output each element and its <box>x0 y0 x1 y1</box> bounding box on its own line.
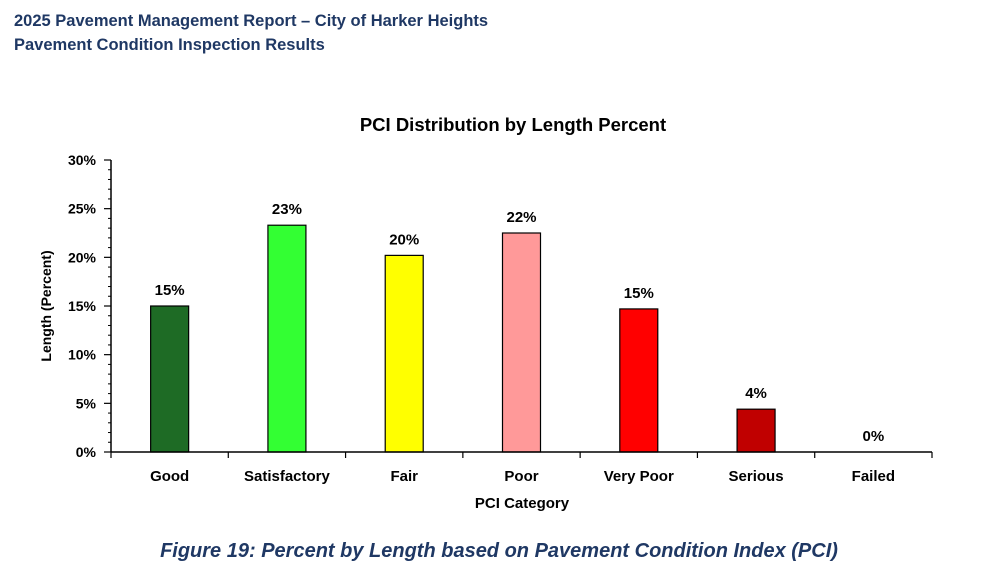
x-axis: Good Satisfactory Fair Poor Very Poor Serious… <box>110 451 933 485</box>
report-title: 2025 Pavement Management Report – City o… <box>14 12 489 30</box>
y-axis-label: Length (Percent) <box>38 250 54 361</box>
bars: 15% 23% 20% 22% 15% 4% 0% <box>150 201 885 453</box>
x-tick-label: Failed <box>852 468 895 485</box>
bar-value-label: 20% <box>389 231 419 248</box>
x-tick-label: Satisfactory <box>244 468 331 485</box>
bar-good <box>150 305 190 453</box>
y-tick-label: 30% <box>68 152 97 168</box>
y-tick-label: 25% <box>68 201 97 217</box>
figure-caption: Figure 19: Percent by Length based on Pa… <box>160 540 838 562</box>
bar-value-label: 15% <box>624 285 654 302</box>
x-tick-label: Good <box>150 468 189 485</box>
y-axis: 0% 5% 10% 15% 20% 25% 30% <box>68 152 112 460</box>
bar-value-label: 0% <box>863 428 885 445</box>
bar-value-label: 23% <box>272 201 302 218</box>
bar-fair <box>384 254 424 453</box>
bar-satisfactory <box>267 224 307 453</box>
y-tick-label: 0% <box>76 444 97 460</box>
pci-bar-chart: PCI Distribution by Length Percent Lengt… <box>38 114 933 512</box>
chart-title: PCI Distribution by Length Percent <box>360 114 666 135</box>
x-tick-label: Poor <box>504 468 538 485</box>
report-header: 2025 Pavement Management Report – City o… <box>14 9 488 57</box>
bar-value-label: 22% <box>506 209 536 226</box>
x-tick-label: Serious <box>729 468 784 485</box>
report-subtitle: Pavement Condition Inspection Results <box>14 36 325 54</box>
x-tick-label: Fair <box>390 468 418 485</box>
y-tick-label: 10% <box>68 347 97 363</box>
x-axis-label: PCI Category <box>475 495 570 512</box>
y-tick-label: 15% <box>68 298 97 314</box>
y-tick-label: 20% <box>68 249 97 265</box>
bar-very-poor <box>619 308 659 453</box>
bar-value-label: 4% <box>745 385 767 402</box>
bar-serious <box>736 408 776 453</box>
y-tick-label: 5% <box>76 395 97 411</box>
bar-poor <box>501 232 542 453</box>
x-tick-label: Very Poor <box>604 468 674 485</box>
bar-value-label: 15% <box>155 282 185 299</box>
